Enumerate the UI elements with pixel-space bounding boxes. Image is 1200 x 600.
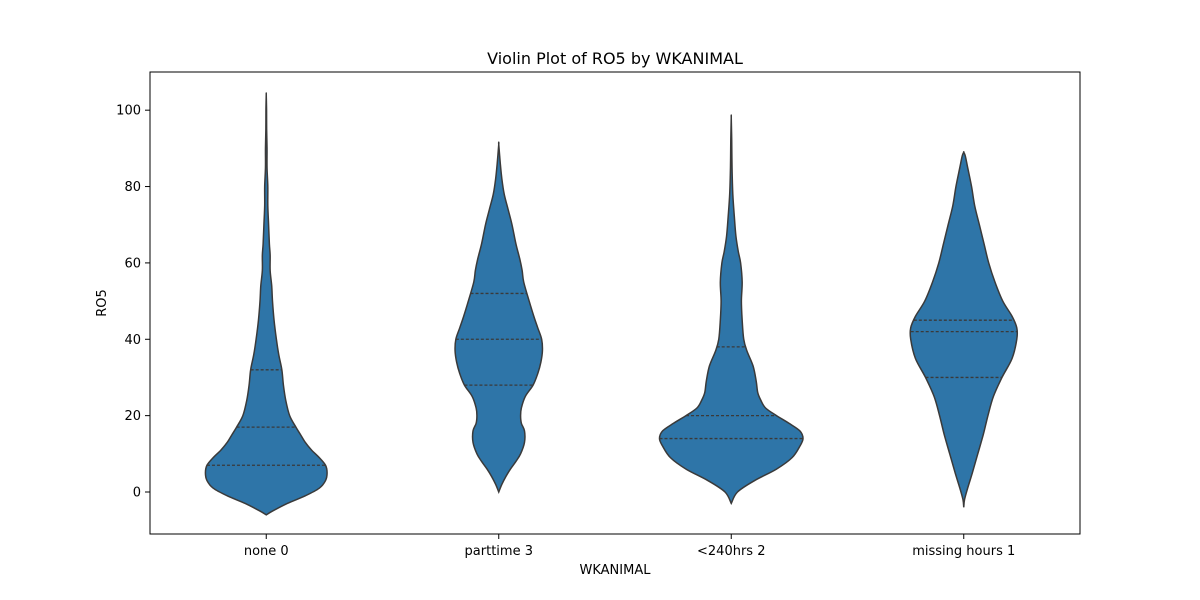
violin-2: [658, 114, 804, 506]
violin-body: [454, 141, 544, 494]
plot-frame: [149, 71, 1081, 535]
violins-group: [204, 92, 1019, 516]
y-tick-label: 100: [116, 104, 141, 119]
violin-body: [658, 114, 804, 506]
x-tick-label: parttime 3: [465, 544, 533, 559]
y-tick-label: 80: [124, 180, 141, 195]
x-tick-label: missing hours 1: [912, 544, 1015, 559]
y-tick-label: 0: [133, 486, 141, 501]
x-tick-label: none 0: [244, 544, 289, 559]
y-tick-label: 20: [124, 409, 141, 424]
chart-title: Violin Plot of RO5 by WKANIMAL: [487, 49, 743, 68]
x-axis-label: WKANIMAL: [580, 563, 652, 578]
x-axis-ticks: none 0 parttime 3 <240hrs 2 missing hours 1: [244, 534, 1015, 559]
x-tick-label: <240hrs 2: [697, 544, 765, 559]
y-tick-label: 40: [124, 333, 141, 348]
violin-0: [204, 92, 328, 516]
violin-3: [909, 150, 1019, 508]
y-axis-ticks: 0 20 40 60 80 100: [116, 104, 150, 501]
y-tick-label: 60: [124, 256, 141, 271]
violin-body: [909, 150, 1019, 508]
violin-body: [204, 92, 328, 516]
violin-1: [454, 141, 544, 494]
y-axis-label: RO5: [95, 289, 110, 317]
